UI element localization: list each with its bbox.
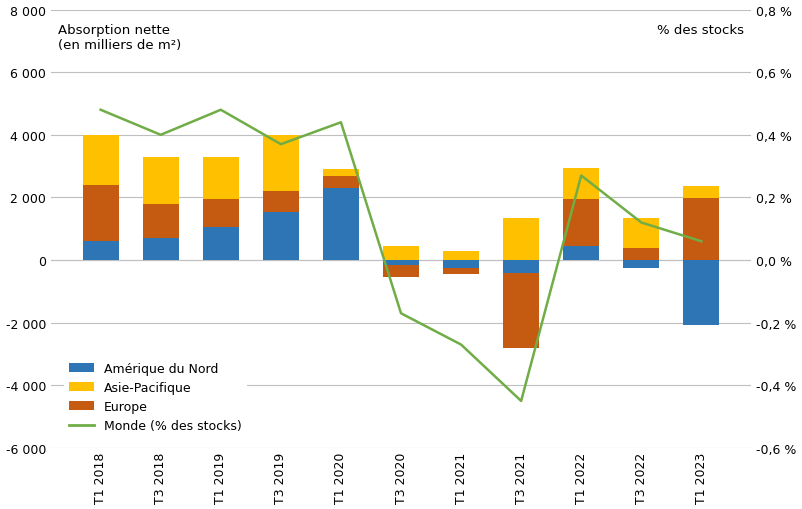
- Bar: [263, 192, 299, 212]
- Bar: [143, 239, 179, 261]
- Bar: [503, 218, 539, 261]
- Bar: [623, 261, 659, 268]
- Bar: [383, 246, 419, 261]
- Bar: [323, 176, 359, 189]
- Bar: [203, 157, 239, 200]
- Bar: [443, 251, 479, 261]
- Bar: [623, 248, 659, 261]
- Bar: [443, 261, 479, 268]
- Bar: [563, 246, 599, 261]
- Bar: [323, 170, 359, 176]
- Bar: [683, 186, 719, 199]
- Bar: [323, 189, 359, 261]
- Bar: [683, 261, 719, 326]
- Bar: [143, 157, 179, 204]
- Legend: Amérique du Nord, Asie-Pacifique, Europe, Monde (% des stocks): Amérique du Nord, Asie-Pacifique, Europe…: [64, 357, 247, 437]
- Bar: [143, 204, 179, 239]
- Bar: [83, 242, 119, 261]
- Bar: [563, 200, 599, 246]
- Bar: [383, 265, 419, 278]
- Bar: [263, 212, 299, 261]
- Bar: [83, 185, 119, 242]
- Bar: [443, 268, 479, 274]
- Bar: [563, 168, 599, 200]
- Bar: [383, 261, 419, 265]
- Bar: [203, 200, 239, 228]
- Text: % des stocks: % des stocks: [657, 23, 744, 37]
- Text: Absorption nette
(en milliers de m²): Absorption nette (en milliers de m²): [58, 23, 181, 51]
- Bar: [503, 273, 539, 348]
- Bar: [623, 218, 659, 248]
- Bar: [503, 261, 539, 273]
- Bar: [203, 228, 239, 261]
- Bar: [83, 135, 119, 185]
- Bar: [683, 199, 719, 261]
- Bar: [263, 135, 299, 192]
